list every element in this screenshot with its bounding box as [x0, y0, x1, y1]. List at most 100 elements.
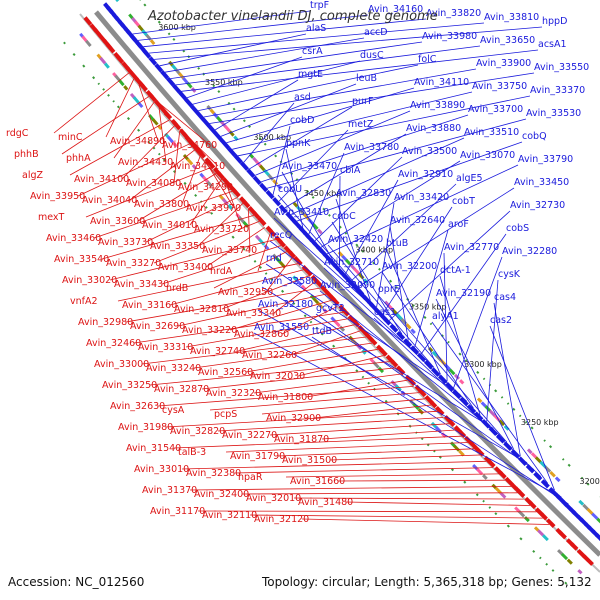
reverse-gene-block — [515, 488, 526, 498]
cog-feature-block — [128, 13, 134, 20]
forward-leader-line — [489, 325, 555, 491]
forward-leader-line — [319, 290, 501, 436]
forward-gene-label: hppD — [542, 16, 567, 27]
forward-gene-label: Avin_34160 — [368, 4, 423, 15]
reverse-leader-line — [158, 108, 167, 163]
forward-gene-block — [178, 90, 188, 101]
cog-feature-block — [123, 85, 129, 91]
reverse-gene-label: Avin_33970 — [186, 203, 241, 214]
gc-dot — [242, 119, 246, 123]
reverse-gene-block — [288, 250, 296, 259]
cog-feature-block — [435, 354, 443, 362]
forward-gene-label: cas4 — [494, 292, 516, 303]
reverse-gene-block — [504, 476, 515, 487]
forward-gene-block — [594, 533, 600, 542]
kbp-tick-label: 3550 kbp — [205, 78, 243, 87]
reverse-leader-line — [69, 119, 170, 176]
gc-dot — [259, 266, 262, 269]
topology-text: Topology: circular; Length: 5,365,318 bp… — [261, 575, 592, 589]
reverse-leader-line — [261, 398, 426, 415]
forward-gene-block — [473, 411, 484, 422]
forward-gene-block — [403, 338, 413, 348]
reverse-gene-label: Avin_32740 — [190, 346, 245, 357]
reverse-gene-block — [576, 548, 587, 559]
forward-leader-line — [181, 49, 539, 92]
reverse-gene-label: Avin_31480 — [298, 497, 353, 508]
forward-gene-block — [272, 197, 282, 207]
forward-gene-label: Avin_32580 — [262, 276, 317, 287]
reverse-gene-block — [434, 405, 445, 416]
forward-leader-line — [486, 279, 499, 422]
reverse-leader-line — [143, 90, 211, 146]
cog-feature-block — [499, 491, 507, 499]
cog-feature-block — [476, 468, 484, 476]
gc-dot — [482, 499, 485, 503]
cog-feature-block — [488, 409, 496, 417]
reverse-leader-line — [225, 442, 468, 453]
reverse-leader-line — [181, 460, 487, 470]
cog-feature-block — [417, 408, 424, 415]
reverse-gene-block — [138, 81, 148, 92]
reverse-gene-label: Avin_32400 — [194, 489, 249, 500]
forward-leader-line — [308, 152, 345, 235]
cog-feature-block — [530, 452, 538, 459]
gc-dot — [153, 15, 157, 19]
forward-gene-label: cobD — [290, 115, 314, 126]
gc-dot — [322, 207, 326, 211]
reverse-leader-line — [105, 78, 135, 138]
forward-gene-label: Avin_31550 — [254, 322, 309, 333]
forward-gene-label: cysK — [498, 269, 521, 280]
forward-gene-block — [466, 404, 477, 414]
cog-feature-block — [353, 267, 361, 275]
cog-feature-block — [503, 424, 510, 431]
gc-dot — [500, 396, 504, 399]
cog-feature-block — [390, 380, 398, 387]
reverse-leader-line — [181, 155, 201, 205]
gc-dot — [332, 344, 336, 348]
gc-dot — [475, 493, 479, 497]
gc-dot — [488, 506, 492, 509]
reverse-leader-line — [133, 312, 344, 344]
forward-gene-label: cas1 — [374, 307, 396, 318]
gc-dot — [464, 359, 468, 362]
forward-gene-label: Avin_33410 — [274, 207, 329, 218]
reverse-gene-label: Avin_31800 — [258, 392, 313, 403]
cog-feature-block — [141, 29, 149, 37]
reverse-gene-label: Avin_32320 — [206, 388, 261, 399]
reverse-leader-line — [177, 293, 327, 327]
gc-dot — [147, 140, 151, 144]
reverse-gene-label: Avin_32950 — [218, 287, 273, 298]
gc-dot — [586, 482, 590, 486]
forward-gene-block — [423, 359, 434, 370]
forward-gene-label: Avin_33510 — [464, 127, 519, 138]
reverse-leader-line — [157, 386, 414, 407]
forward-gene-label: Avin_34110 — [414, 77, 469, 88]
cog-feature-block — [453, 373, 460, 380]
reverse-leader-line — [163, 113, 219, 167]
forward-leader-line — [357, 187, 515, 288]
cog-feature-block — [566, 558, 573, 565]
forward-leader-line — [420, 233, 507, 355]
gc-dot — [389, 279, 393, 283]
forward-gene-block — [202, 118, 212, 129]
gc-dot — [264, 272, 268, 275]
reverse-leader-line — [205, 161, 235, 209]
forward-gene-block — [148, 56, 158, 66]
forward-gene-block — [382, 316, 392, 326]
gc-dot — [183, 181, 187, 186]
forward-leader-line — [327, 244, 435, 368]
forward-gene-label: Avin_33550 — [534, 62, 589, 73]
forward-gene-label: oprE — [378, 284, 400, 295]
gc-dot — [205, 206, 208, 209]
reverse-gene-label: nrdA — [210, 266, 233, 277]
cog-feature-block — [476, 397, 483, 403]
reverse-gene-block — [158, 104, 167, 113]
reverse-gene-label: Avin_31790 — [230, 451, 285, 462]
forward-gene-label: cobQ — [522, 131, 547, 142]
reverse-gene-label: Avin_33430 — [114, 279, 169, 290]
gc-dot — [372, 261, 376, 265]
gc-dot — [506, 402, 510, 405]
reverse-gene-block — [196, 148, 207, 159]
cog-feature-block — [99, 56, 107, 65]
cog-feature-block — [178, 72, 186, 80]
